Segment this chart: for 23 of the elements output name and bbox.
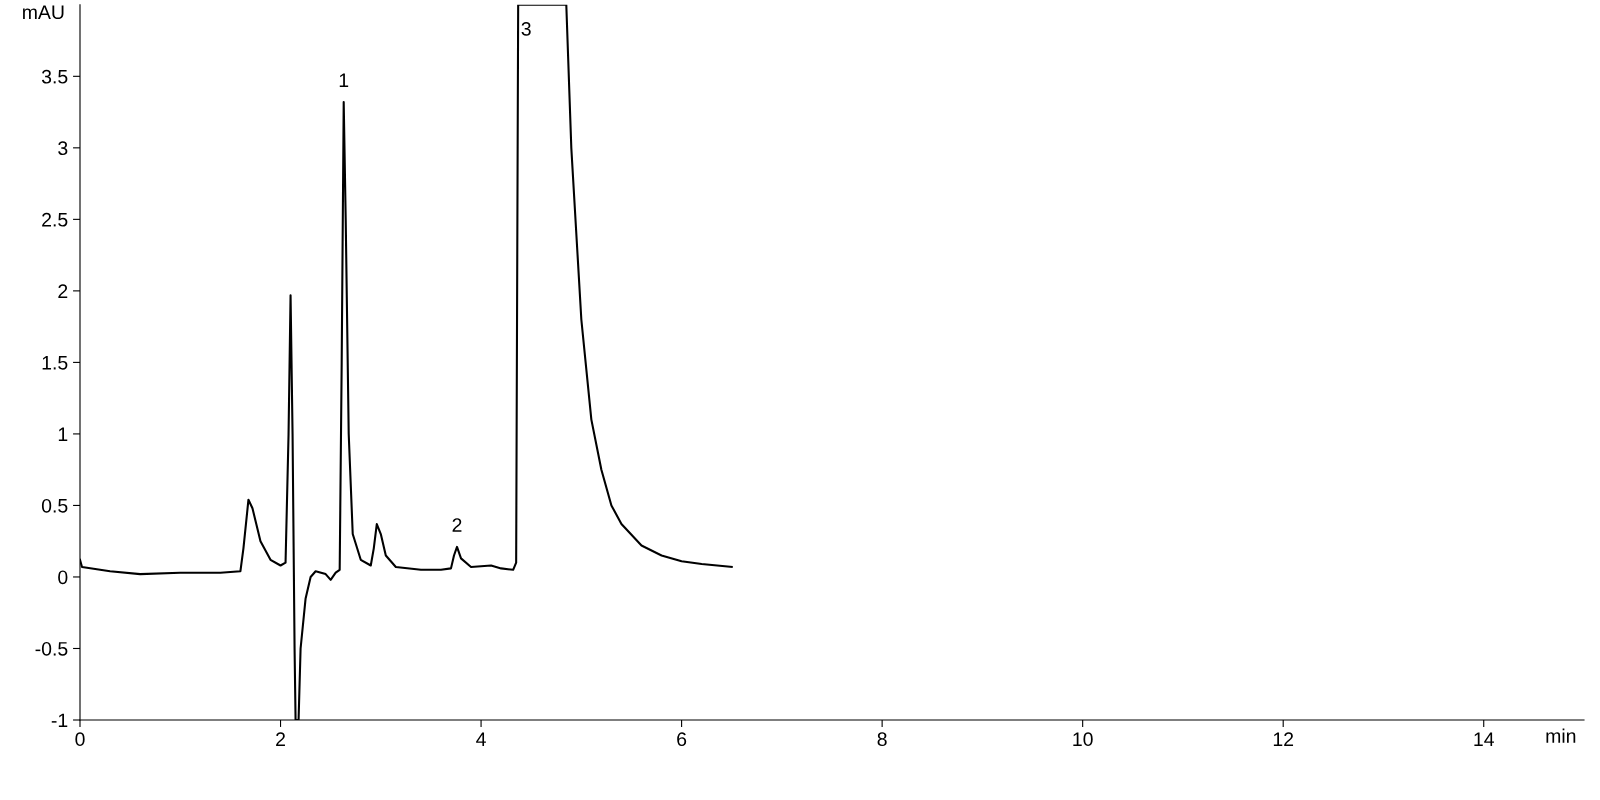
y-axis-title: mAU [23,5,64,20]
y-tick-label: 3.5 [41,69,68,84]
y-tick-label: 1 [58,427,68,441]
x-tick-label: 4 [476,732,486,746]
y-tick-label: 0 [58,570,68,585]
y-tick-label: 2 [58,284,68,298]
annotation: 3 [521,21,531,36]
y-tick-label: 3 [58,141,68,156]
x-tick-label: 2 [276,732,285,746]
y-tick-label: 2.5 [42,212,68,227]
y-tick-label: 0.5 [41,498,68,513]
x-tick-label: 10 [1073,732,1093,747]
y-tick-label: -1 [51,713,68,728]
x-axis-title: min [1546,728,1576,743]
x-tick-label: 12 [1273,732,1294,746]
y-tick-label: -0.5 [35,641,68,656]
x-tick-label: 14 [1474,732,1494,746]
annotation: 1 [339,73,349,87]
y-tick-label: 1.5 [42,356,68,370]
annotation: 2 [452,518,462,532]
x-tick-label: 8 [877,732,887,747]
x-tick-label: 6 [677,732,687,747]
x-tick-label: 0 [75,732,85,747]
